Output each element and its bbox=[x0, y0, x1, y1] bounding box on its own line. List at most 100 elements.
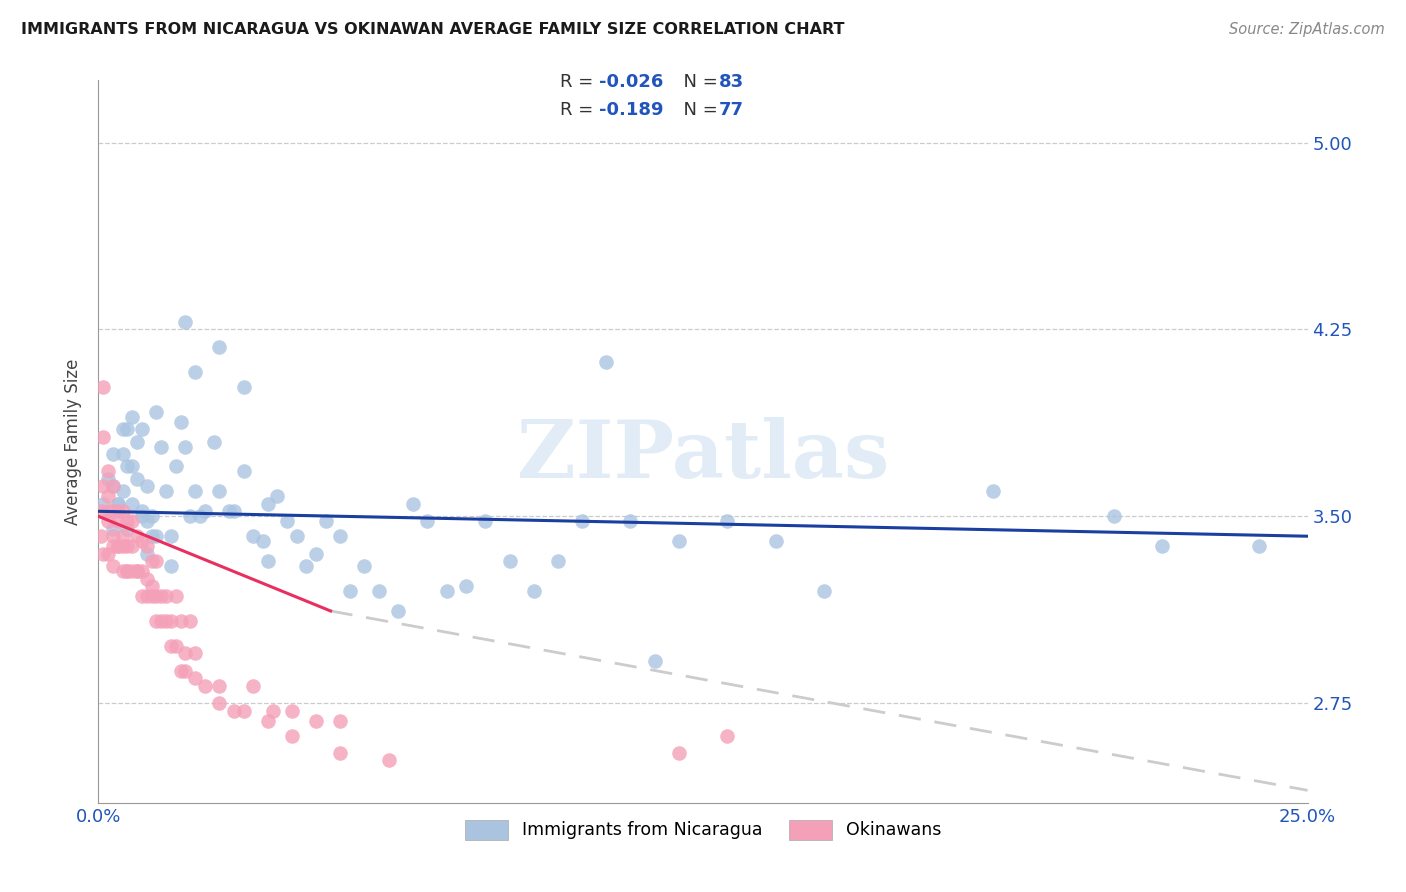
Point bbox=[131, 589, 153, 603]
Point bbox=[339, 584, 361, 599]
Point bbox=[121, 539, 143, 553]
Point bbox=[111, 447, 134, 461]
Point bbox=[150, 589, 173, 603]
Point bbox=[160, 559, 183, 574]
Point bbox=[416, 514, 439, 528]
Point bbox=[436, 584, 458, 599]
Point bbox=[101, 529, 124, 543]
Point bbox=[174, 315, 197, 329]
Point bbox=[101, 504, 124, 518]
Point bbox=[155, 589, 177, 603]
Point bbox=[90, 529, 112, 543]
Point bbox=[169, 664, 191, 678]
Point bbox=[454, 579, 477, 593]
Point bbox=[131, 504, 153, 518]
Point bbox=[101, 522, 124, 536]
Point bbox=[716, 514, 738, 528]
Point bbox=[160, 614, 183, 628]
Point bbox=[169, 415, 191, 429]
Point bbox=[91, 479, 114, 493]
Point bbox=[145, 554, 167, 568]
Text: 77: 77 bbox=[718, 101, 744, 119]
Point bbox=[281, 729, 304, 743]
Point bbox=[353, 559, 375, 574]
Point bbox=[208, 484, 231, 499]
Point bbox=[121, 459, 143, 474]
Point bbox=[141, 589, 163, 603]
Point bbox=[155, 484, 177, 499]
Point bbox=[111, 422, 134, 436]
Point bbox=[498, 554, 520, 568]
Point bbox=[160, 639, 183, 653]
Point bbox=[184, 671, 207, 685]
Point bbox=[135, 479, 157, 493]
Point bbox=[222, 704, 245, 718]
Point bbox=[256, 497, 278, 511]
Point bbox=[256, 554, 278, 568]
Text: N =: N = bbox=[672, 73, 724, 91]
Point bbox=[184, 484, 207, 499]
Point bbox=[813, 584, 835, 599]
Text: N =: N = bbox=[672, 101, 724, 119]
Text: ZIPatlas: ZIPatlas bbox=[517, 417, 889, 495]
Point bbox=[141, 509, 163, 524]
Point bbox=[101, 539, 124, 553]
Point bbox=[135, 572, 157, 586]
Point bbox=[295, 559, 318, 574]
Point bbox=[127, 434, 149, 449]
Point bbox=[131, 534, 153, 549]
Point bbox=[222, 504, 245, 518]
Point bbox=[276, 514, 298, 528]
Point bbox=[131, 509, 153, 524]
Point bbox=[91, 380, 114, 394]
Point bbox=[121, 514, 143, 528]
Text: Source: ZipAtlas.com: Source: ZipAtlas.com bbox=[1229, 22, 1385, 37]
Point bbox=[111, 504, 134, 518]
Point bbox=[107, 514, 129, 528]
Point bbox=[117, 564, 139, 578]
Point bbox=[232, 465, 254, 479]
Point bbox=[131, 422, 153, 436]
Point bbox=[121, 497, 143, 511]
Point bbox=[165, 639, 187, 653]
Point bbox=[141, 554, 163, 568]
Point bbox=[242, 679, 264, 693]
Point bbox=[377, 754, 399, 768]
Point bbox=[387, 604, 409, 618]
Point bbox=[165, 589, 187, 603]
Point bbox=[101, 479, 124, 493]
Point bbox=[179, 509, 201, 524]
Point bbox=[595, 355, 617, 369]
Point bbox=[121, 409, 143, 424]
Point bbox=[169, 614, 191, 628]
Point bbox=[117, 514, 139, 528]
Point bbox=[145, 529, 167, 543]
Point bbox=[150, 440, 173, 454]
Point bbox=[765, 534, 787, 549]
Point bbox=[141, 529, 163, 543]
Point bbox=[111, 564, 134, 578]
Point bbox=[208, 340, 231, 354]
Point bbox=[179, 614, 201, 628]
Point bbox=[218, 504, 240, 518]
Point bbox=[184, 365, 207, 379]
Point bbox=[256, 714, 278, 728]
Point bbox=[174, 646, 197, 660]
Point bbox=[135, 539, 157, 553]
Point bbox=[117, 539, 139, 553]
Point bbox=[315, 514, 337, 528]
Point bbox=[127, 472, 149, 486]
Point bbox=[117, 422, 139, 436]
Point bbox=[174, 440, 197, 454]
Point bbox=[644, 654, 666, 668]
Point bbox=[305, 547, 328, 561]
Point bbox=[117, 459, 139, 474]
Point bbox=[668, 534, 690, 549]
Point bbox=[135, 547, 157, 561]
Point bbox=[97, 547, 120, 561]
Point bbox=[135, 589, 157, 603]
Point bbox=[305, 714, 328, 728]
Point bbox=[716, 729, 738, 743]
Point bbox=[232, 704, 254, 718]
Point bbox=[141, 579, 163, 593]
